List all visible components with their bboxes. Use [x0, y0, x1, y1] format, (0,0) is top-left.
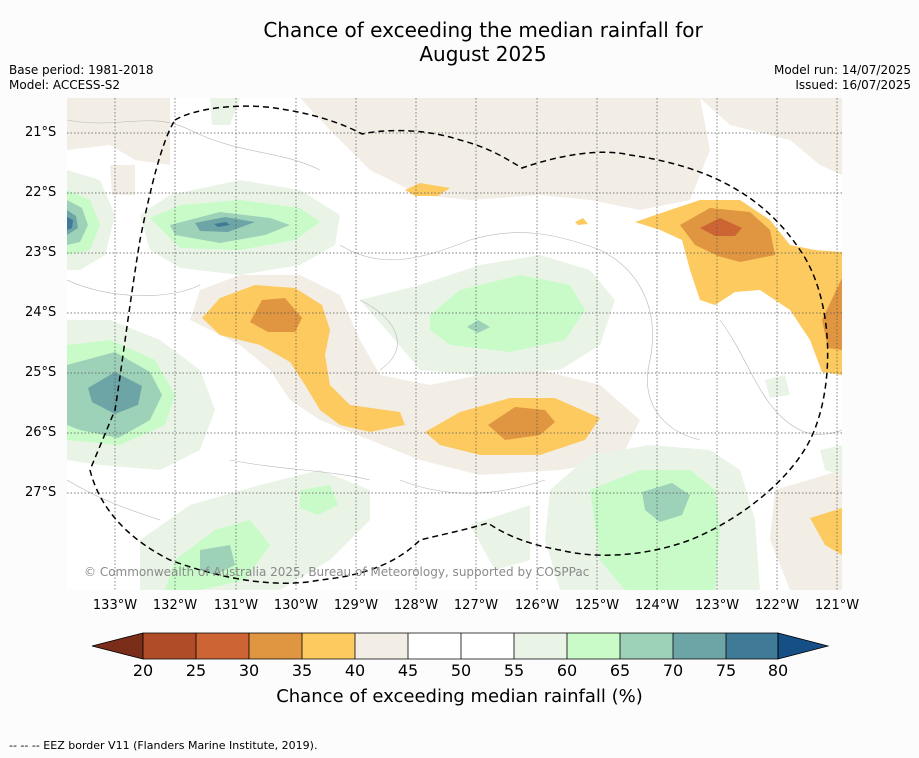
colorbar-bin-45-50: [408, 633, 461, 659]
gridlines: [67, 98, 842, 590]
colorbar-tick-25: 25: [185, 661, 207, 680]
meta-left: Base period: 1981-2018 Model: ACCESS-S2: [9, 63, 154, 93]
lon-label-131w: 131°W: [213, 598, 259, 613]
lon-label-127w: 127°W: [453, 598, 499, 613]
lon-label-130w: 130°W: [273, 598, 319, 613]
colorbar-bin-30-35: [249, 633, 302, 659]
colorbar-tick-80: 80: [767, 661, 789, 680]
lat-label-27s: 27°S: [25, 485, 57, 500]
colorbar: [91, 632, 830, 660]
colorbar-bin-60-65: [567, 633, 620, 659]
lon-label-122w: 122°W: [754, 598, 800, 613]
title-line-1: Chance of exceeding the median rainfall …: [263, 18, 703, 42]
colorbar-tick-75: 75: [715, 661, 737, 680]
lon-label-124w: 124°W: [634, 598, 680, 613]
colorbar-tick-55: 55: [503, 661, 525, 680]
model-run: Model run: 14/07/2025: [773, 63, 911, 77]
lat-label-25s: 25°S: [25, 365, 57, 380]
issued-date: Issued: 16/07/2025: [795, 78, 911, 92]
lon-label-125w: 125°W: [574, 598, 620, 613]
colorbar-tick-50: 50: [450, 661, 472, 680]
model-name: Model: ACCESS-S2: [9, 78, 121, 92]
colorbar-label: Chance of exceeding median rainfall (%): [276, 686, 643, 707]
band-75-80: [67, 217, 230, 230]
colorbar-tick-70: 70: [662, 661, 684, 680]
colorbar-bin-55-60: [514, 633, 567, 659]
contour-lines: [67, 119, 842, 521]
title-line-2: August 2025: [419, 42, 547, 66]
lat-label-21s: 21°S: [25, 125, 57, 140]
base-period: Base period: 1981-2018: [9, 63, 154, 77]
copyright-notice: © Commonwealth of Australia 2025, Bureau…: [84, 565, 590, 579]
colorbar-high-extend: [777, 632, 830, 660]
colorbar-bin-50-55: [461, 633, 514, 659]
colorbar-tick-20: 20: [132, 661, 154, 680]
colorbar-dividers: [142, 632, 779, 660]
colorbar-bin-35-40: [302, 633, 355, 659]
lat-label-23s: 23°S: [25, 245, 57, 260]
lon-label-121w: 121°W: [814, 598, 860, 613]
colorbar-bin-70-75: [673, 633, 726, 659]
lat-label-24s: 24°S: [25, 305, 57, 320]
lon-label-133w: 133°W: [92, 598, 138, 613]
colorbar-bin-65-70: [620, 633, 673, 659]
lon-label-123w: 123°W: [694, 598, 740, 613]
meta-right: Model run: 14/07/2025 Issued: 16/07/2025: [774, 63, 911, 93]
lon-label-132w: 132°W: [152, 598, 198, 613]
lon-label-129w: 129°W: [333, 598, 379, 613]
map-field: [67, 98, 842, 590]
colorbar-bin-75-80: [726, 633, 778, 659]
lon-label-128w: 128°W: [393, 598, 439, 613]
map-title: Chance of exceeding the median rainfall …: [0, 18, 919, 66]
eez-footnote: -- -- -- EEZ border V11 (Flanders Marine…: [9, 739, 318, 752]
colorbar-tick-65: 65: [609, 661, 631, 680]
colorbar-bin-25-30: [196, 633, 249, 659]
colorbar-tick-45: 45: [397, 661, 419, 680]
lon-label-126w: 126°W: [514, 598, 560, 613]
colorbar-low-extend: [91, 632, 144, 660]
colorbar-bin-20-25: [143, 633, 196, 659]
colorbar-bin-40-45: [355, 633, 408, 659]
colorbar-tick-40: 40: [344, 661, 366, 680]
colorbar-tick-60: 60: [556, 661, 578, 680]
colorbar-tick-35: 35: [291, 661, 313, 680]
lat-label-26s: 26°S: [25, 425, 57, 440]
lat-label-22s: 22°S: [25, 185, 57, 200]
colorbar-tick-30: 30: [238, 661, 260, 680]
band-25-30: [700, 218, 742, 236]
